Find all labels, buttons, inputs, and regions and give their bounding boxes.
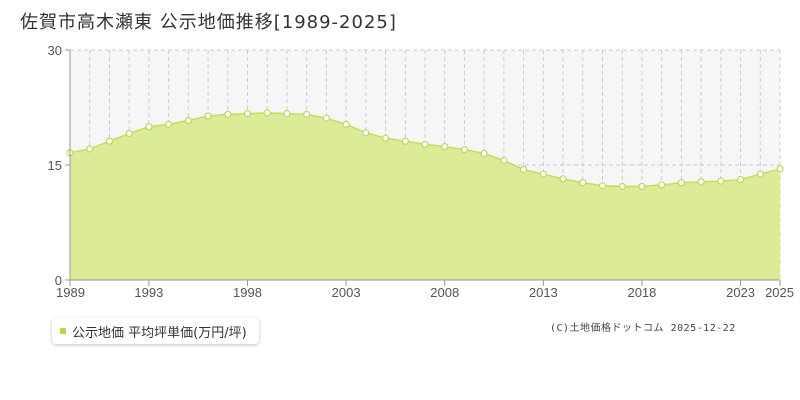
data-point bbox=[717, 177, 725, 185]
data-point bbox=[598, 182, 607, 190]
data-points bbox=[66, 109, 784, 191]
data-point bbox=[618, 182, 626, 191]
data-point bbox=[401, 137, 409, 145]
data-point bbox=[480, 149, 488, 158]
legend-swatch bbox=[60, 328, 66, 334]
data-point bbox=[697, 178, 705, 186]
data-point bbox=[184, 116, 192, 125]
data-point bbox=[145, 123, 153, 131]
data-point bbox=[638, 182, 646, 191]
data-point bbox=[658, 181, 666, 189]
data-point bbox=[421, 140, 429, 148]
data-point bbox=[460, 146, 469, 154]
data-point bbox=[559, 175, 567, 183]
data-point bbox=[362, 129, 370, 137]
data-point bbox=[322, 114, 330, 122]
data-point bbox=[500, 156, 508, 164]
credit-text: (C)土地価格ドットコム 2025-12-22 bbox=[550, 323, 736, 334]
data-point bbox=[224, 110, 232, 119]
x-tick-label: 2008 bbox=[430, 285, 459, 300]
data-point bbox=[342, 120, 350, 128]
data-point bbox=[243, 110, 252, 118]
axes bbox=[65, 49, 781, 286]
data-point bbox=[539, 170, 547, 178]
data-point bbox=[520, 166, 528, 174]
area-fill bbox=[70, 112, 780, 280]
data-point bbox=[263, 109, 271, 117]
data-point bbox=[204, 112, 212, 120]
data-point bbox=[165, 120, 173, 128]
data-point bbox=[105, 137, 114, 145]
data-point bbox=[86, 145, 94, 153]
x-tick-label: 1993 bbox=[134, 285, 163, 300]
y-tick-label: 15 bbox=[48, 158, 62, 173]
x-tick-label: 1989 bbox=[56, 285, 85, 300]
x-tick-label: 2023 bbox=[726, 285, 755, 300]
y-tick-label: 30 bbox=[48, 43, 62, 58]
y-tick-label: 0 bbox=[55, 273, 62, 288]
data-point bbox=[441, 143, 449, 151]
data-point bbox=[283, 110, 291, 118]
data-point bbox=[756, 170, 764, 178]
x-tick-label: 1998 bbox=[233, 285, 262, 300]
data-point bbox=[381, 134, 390, 142]
x-tick-label: 2003 bbox=[332, 285, 361, 300]
data-point bbox=[303, 110, 311, 119]
data-point bbox=[125, 129, 133, 138]
x-tick-label: 2025 bbox=[765, 285, 794, 300]
data-point bbox=[677, 179, 685, 187]
legend-label: 公示地価 平均坪単価(万円/坪) bbox=[72, 325, 247, 341]
legend: 公示地価 平均坪単価(万円/坪) bbox=[52, 318, 259, 344]
chart-title: 佐賀市高木瀬東 公示地価推移[1989-2025] bbox=[20, 12, 397, 33]
data-point bbox=[579, 179, 587, 187]
y-tick-labels: 0 15 30 bbox=[48, 43, 62, 288]
x-tick-label: 2013 bbox=[529, 285, 558, 300]
data-point bbox=[736, 175, 745, 184]
data-point bbox=[776, 165, 784, 173]
x-tick-labels: 1989 1993 1998 2003 2008 2013 2018 2023 2025 bbox=[56, 285, 794, 300]
x-tick-label: 2018 bbox=[627, 285, 656, 300]
